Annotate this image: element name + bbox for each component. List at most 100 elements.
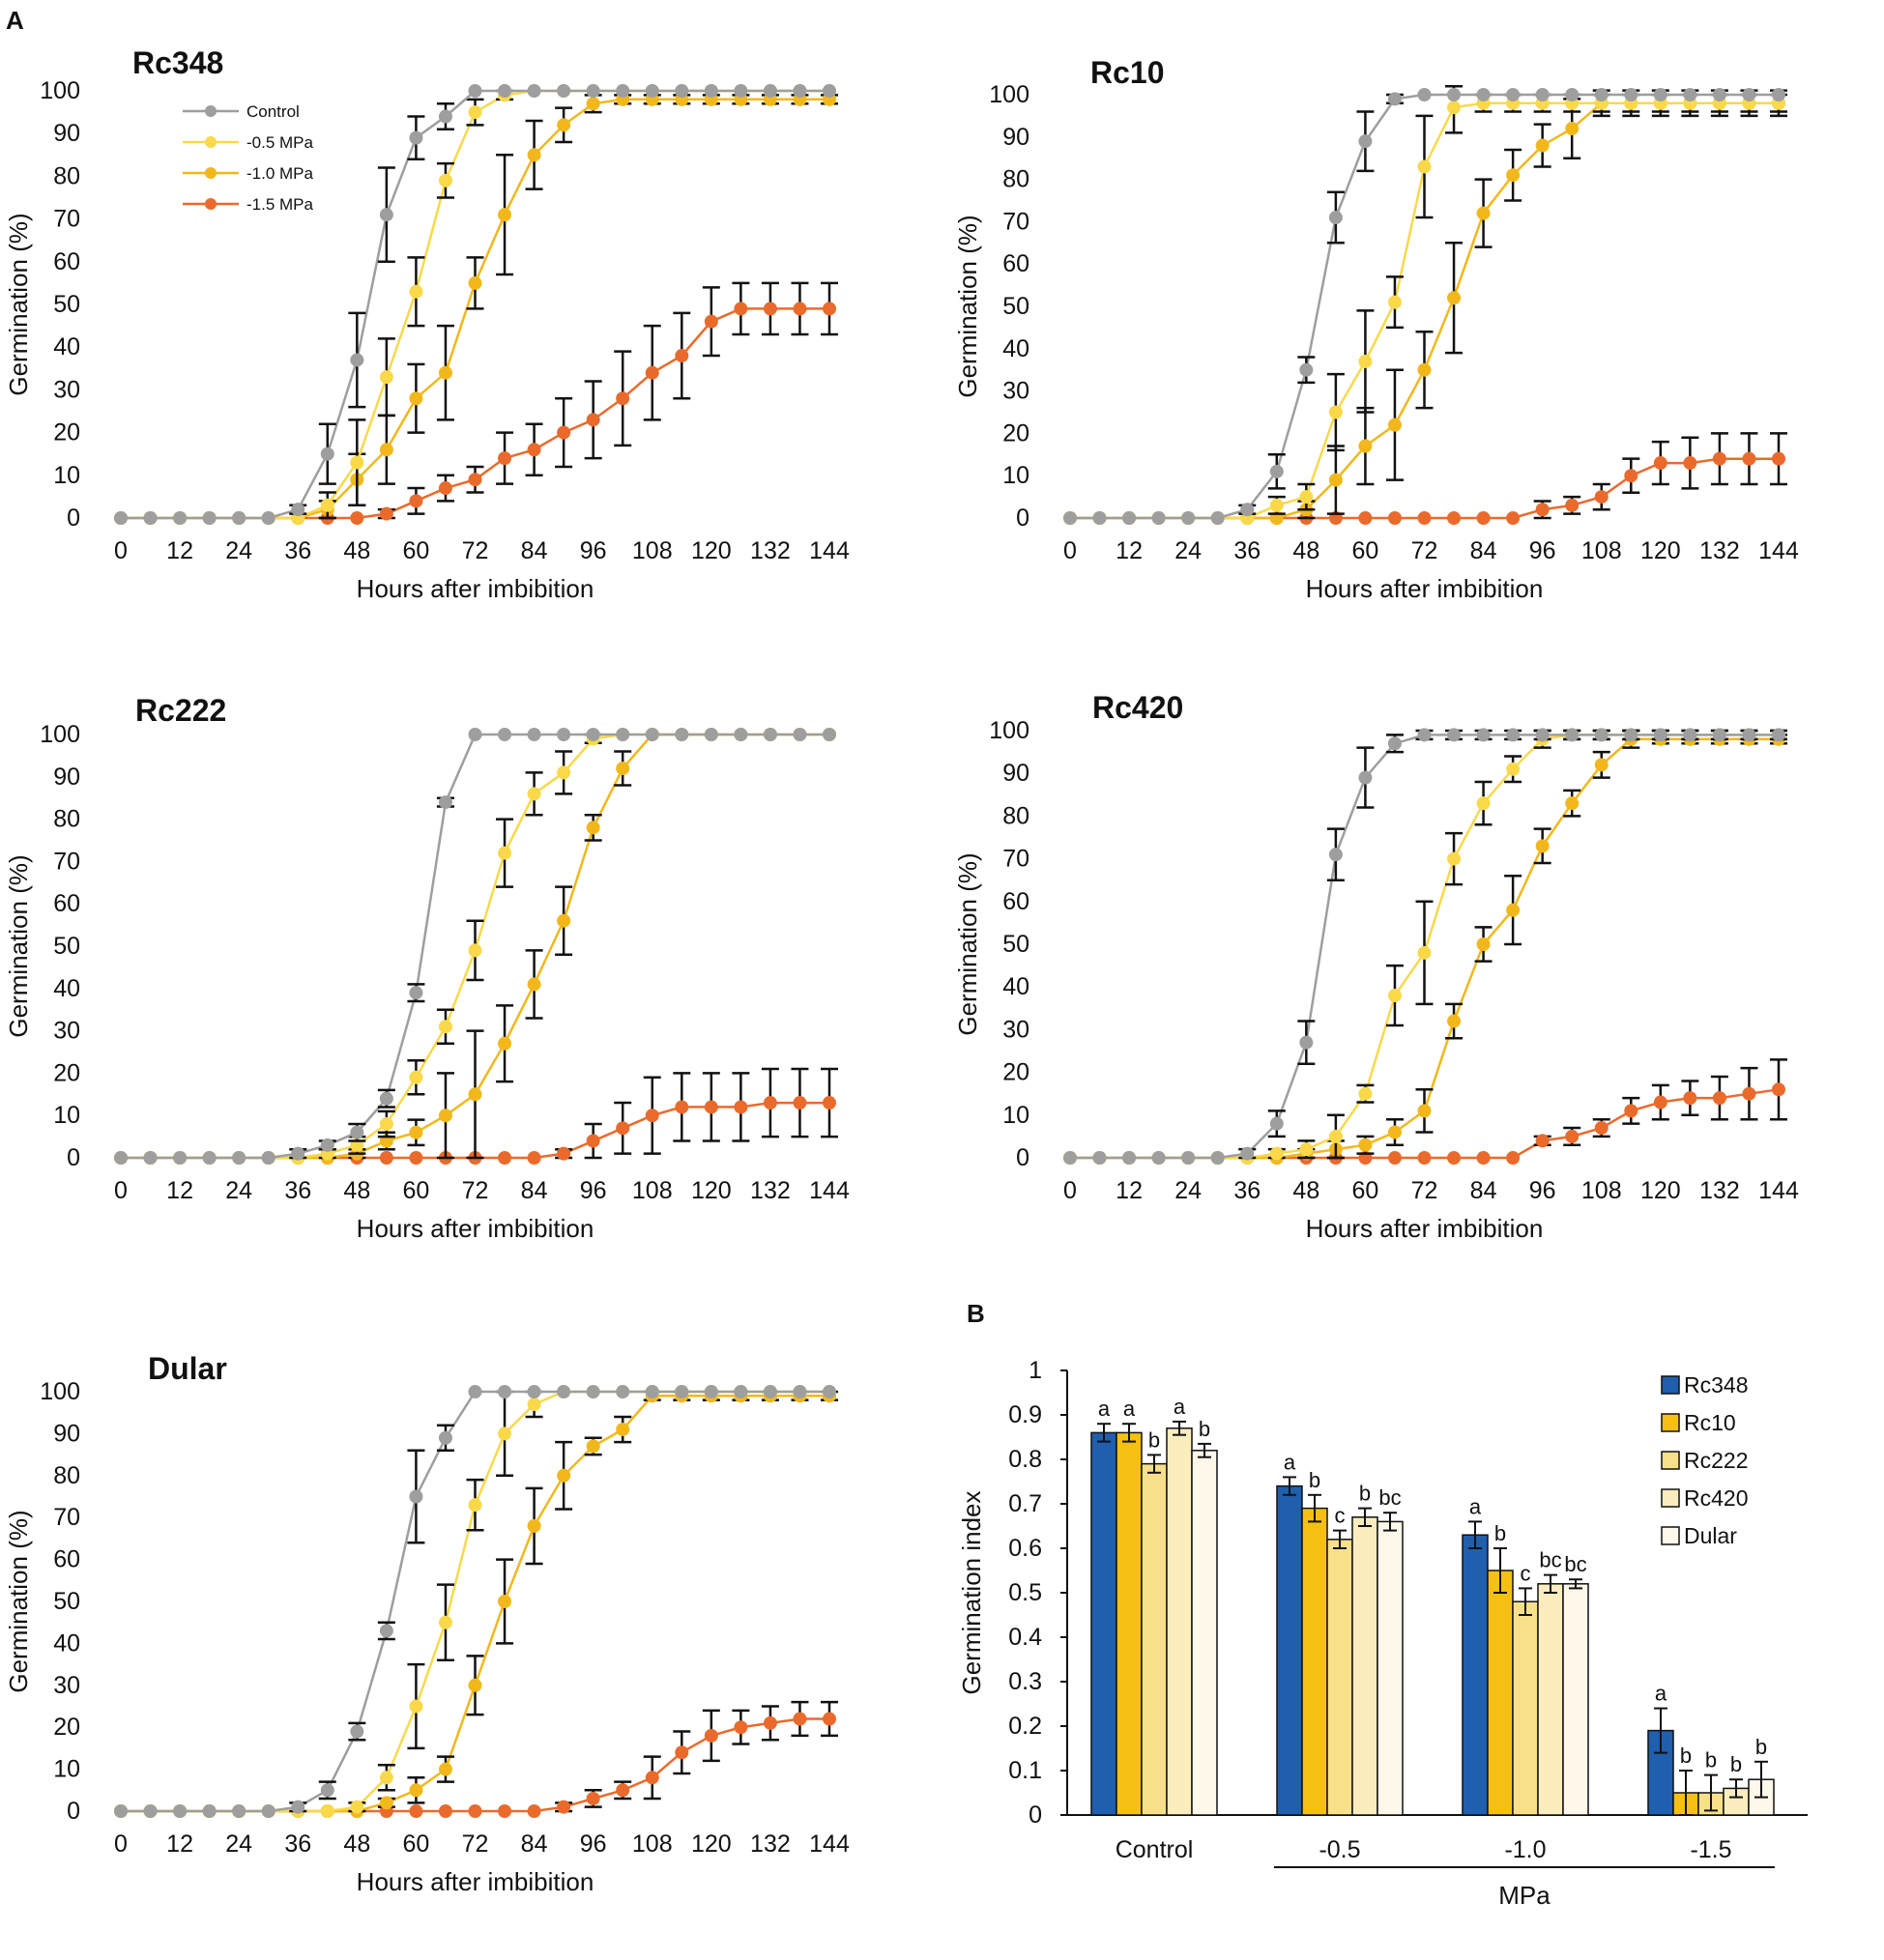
- x-tick-label: 84: [1470, 537, 1497, 564]
- significance-letter: b: [1494, 1521, 1506, 1545]
- data-point: [704, 1385, 718, 1398]
- data-point: [1535, 503, 1550, 517]
- data-point: [823, 1712, 836, 1726]
- y-tick-label: 50: [1002, 293, 1029, 320]
- data-point: [1624, 469, 1638, 483]
- data-point: [557, 425, 571, 440]
- data-point: [704, 314, 718, 329]
- series-minus-1-5-mpa: [114, 1700, 838, 1818]
- data-point: [1565, 1129, 1580, 1143]
- x-axis-title: Hours after imbibition: [1306, 574, 1544, 603]
- data-point: [1358, 354, 1373, 368]
- data-point: [793, 728, 807, 741]
- data-point: [379, 506, 393, 521]
- y-tick-label: 80: [53, 1462, 80, 1489]
- data-point: [1653, 728, 1667, 742]
- data-point: [763, 84, 777, 98]
- bar: [1537, 1583, 1564, 1816]
- x-tick-label: 0: [114, 1830, 128, 1858]
- legend-swatch: [1661, 1488, 1680, 1508]
- data-point: [1447, 1151, 1462, 1165]
- data-point: [114, 1804, 128, 1818]
- y-tick-label: 80: [1002, 166, 1029, 193]
- y-tick-label: 100: [989, 717, 1029, 744]
- data-point: [438, 173, 452, 187]
- x-tick-label: 48: [343, 537, 370, 564]
- y-tick-label: 60: [53, 890, 80, 917]
- data-point: [232, 1151, 246, 1165]
- significance-letter: a: [1174, 1395, 1186, 1419]
- x-tick-label: 132: [750, 1177, 791, 1204]
- data-point: [1594, 728, 1609, 742]
- x-tick-label: 72: [1411, 537, 1438, 564]
- y-tick-label: 50: [1002, 931, 1029, 958]
- data-point: [438, 1762, 452, 1776]
- x-tick-label: 24: [225, 1177, 252, 1204]
- data-point: [498, 728, 512, 741]
- data-point: [350, 511, 364, 525]
- bar: [1487, 1570, 1514, 1816]
- x-tick-label: 120: [691, 1830, 732, 1858]
- bar: [1090, 1431, 1117, 1816]
- data-point: [586, 413, 600, 427]
- data-point: [409, 1489, 423, 1504]
- legend-label: -0.5 MPa: [246, 133, 314, 152]
- series-line: [121, 1395, 829, 1813]
- data-point: [1535, 839, 1550, 853]
- data-point: [114, 1151, 128, 1165]
- data-point: [527, 443, 541, 457]
- x-tick-label: 12: [166, 1177, 193, 1204]
- data-point: [1417, 88, 1432, 101]
- data-point: [704, 1728, 718, 1743]
- legend-item: Control: [183, 102, 300, 121]
- x-tick-labels: 0 12 24 36 48 60 72 84 96 108 120 132 144: [114, 1177, 850, 1204]
- data-point: [616, 391, 630, 406]
- x-tick-label: 72: [462, 537, 489, 564]
- y-tick-labels: 0 10 20 30 40 50 60 70 80 90 100: [40, 77, 80, 532]
- x-tick-label: 48: [343, 1830, 370, 1858]
- data-point: [1417, 362, 1432, 377]
- data-point: [527, 148, 541, 162]
- y-tick-label: 0.2: [1008, 1713, 1042, 1740]
- x-tick-label: 12: [1116, 1177, 1143, 1204]
- data-point: [1565, 122, 1580, 136]
- data-point: [1594, 1121, 1609, 1136]
- x-tick-label: 24: [1174, 1177, 1202, 1204]
- x-axis-title: Hours after imbibition: [357, 574, 594, 603]
- y-tick-labels: 0 10 20 30 40 50 60 70 80 90 100: [989, 717, 1029, 1171]
- y-tick-label: 0: [67, 1798, 80, 1825]
- y-tick-label: 0: [1016, 1144, 1029, 1171]
- data-point: [438, 1430, 452, 1445]
- data-point: [409, 1125, 423, 1139]
- data-point: [1653, 1095, 1667, 1110]
- significance-letter: b: [1148, 1427, 1160, 1452]
- significance-letter: b: [1309, 1468, 1320, 1492]
- data-point: [527, 1385, 541, 1398]
- x-tick-label: 60: [403, 537, 430, 564]
- data-point: [468, 84, 482, 98]
- data-point: [763, 302, 777, 316]
- data-point: [1387, 295, 1402, 309]
- data-point: [498, 1595, 512, 1608]
- y-tick-label: 90: [53, 764, 80, 791]
- y-axis-title: Germination (%): [953, 215, 982, 397]
- x-tick-label: 84: [521, 537, 548, 564]
- data-point: [1269, 1116, 1284, 1131]
- data-point: [291, 503, 305, 517]
- x-tick-label: 132: [750, 1830, 791, 1858]
- data-point: [1328, 211, 1343, 225]
- data-point: [734, 84, 748, 98]
- y-tick-label: 80: [53, 806, 80, 833]
- data-point: [498, 208, 512, 222]
- data-point: [823, 302, 836, 316]
- data-point: [557, 118, 571, 132]
- x-tick-label: 120: [1640, 537, 1681, 564]
- data-point: [202, 1804, 217, 1818]
- y-tick-label: 70: [53, 848, 80, 875]
- x-tick-label: 48: [1292, 537, 1319, 564]
- bar: [1166, 1427, 1193, 1816]
- data-point: [468, 275, 482, 290]
